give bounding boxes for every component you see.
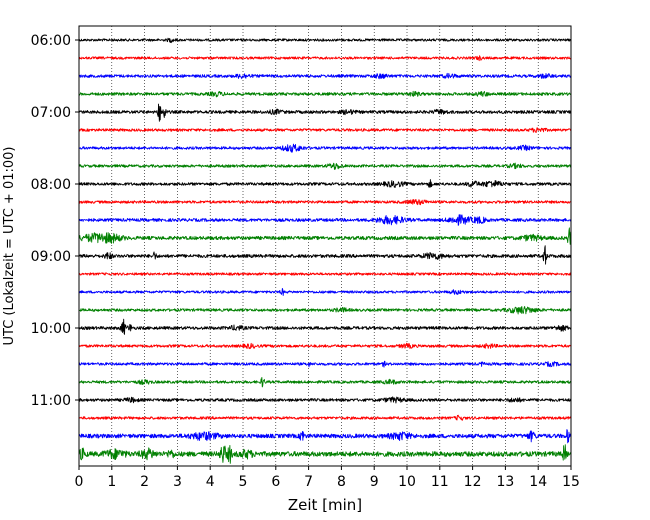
trace-line: [78, 360, 572, 368]
x-tick-label: 15: [562, 474, 580, 490]
x-tick-label: 1: [107, 474, 116, 490]
y-tick-label: 10:00: [31, 321, 71, 337]
trace-line: [78, 103, 572, 122]
trace-line: [78, 179, 572, 188]
x-tick-label: 7: [304, 474, 313, 490]
trace-line: [78, 318, 572, 335]
x-tick-label: 11: [431, 474, 449, 490]
x-tick-label: 12: [464, 474, 482, 490]
x-axis-label: Zeit [min]: [288, 496, 362, 514]
trace-line: [78, 72, 572, 80]
grid-lines: [111, 26, 539, 466]
plot-frame: [78, 25, 572, 467]
trace-line: [78, 143, 572, 153]
trace-line: [78, 90, 572, 98]
x-tick-label: 2: [140, 474, 149, 490]
trace-line: [78, 245, 572, 265]
x-tick-label: 14: [529, 474, 547, 490]
trace-line: [78, 414, 572, 421]
x-tick-label: 13: [496, 474, 514, 490]
x-tick-label: 9: [370, 474, 379, 490]
trace-line: [78, 444, 572, 464]
x-tick-label: 5: [239, 474, 248, 490]
trace-line: [78, 429, 572, 444]
trace-line: [78, 342, 572, 350]
y-tick-label: 08:00: [31, 177, 71, 193]
y-tick-label: 09:00: [31, 249, 71, 265]
trace-line: [78, 396, 572, 404]
y-tick-label: 11:00: [31, 393, 71, 409]
y-axis: 06:00 07:00 08:00 09:00 10:00 11:00: [31, 33, 79, 409]
x-tick-label: 3: [173, 474, 182, 490]
x-axis: 0 1 2 3 4 5 6 7 8 9 10 11 12 13 14 15: [75, 466, 580, 490]
trace-line: [78, 198, 572, 206]
trace-line: [78, 306, 572, 315]
trace-line: [78, 272, 572, 276]
trace-line: [78, 162, 572, 170]
trace-lines: [78, 37, 572, 464]
y-tick-label: 07:00: [31, 105, 71, 121]
trace-line: [78, 127, 572, 134]
trace-line: [78, 287, 572, 296]
trace-line: [78, 227, 572, 245]
trace-line: [78, 37, 572, 44]
trace-line: [78, 214, 572, 226]
x-tick-label: 4: [206, 474, 215, 490]
x-tick-label: 0: [75, 474, 84, 490]
y-axis-label: UTC (Lokalzeit = UTC + 01:00): [2, 147, 17, 346]
x-tick-label: 8: [337, 474, 346, 490]
x-tick-label: 10: [398, 474, 416, 490]
y-tick-label: 06:00: [31, 33, 71, 49]
x-tick-label: 6: [271, 474, 280, 490]
trace-line: [78, 376, 572, 388]
trace-line: [78, 55, 572, 62]
